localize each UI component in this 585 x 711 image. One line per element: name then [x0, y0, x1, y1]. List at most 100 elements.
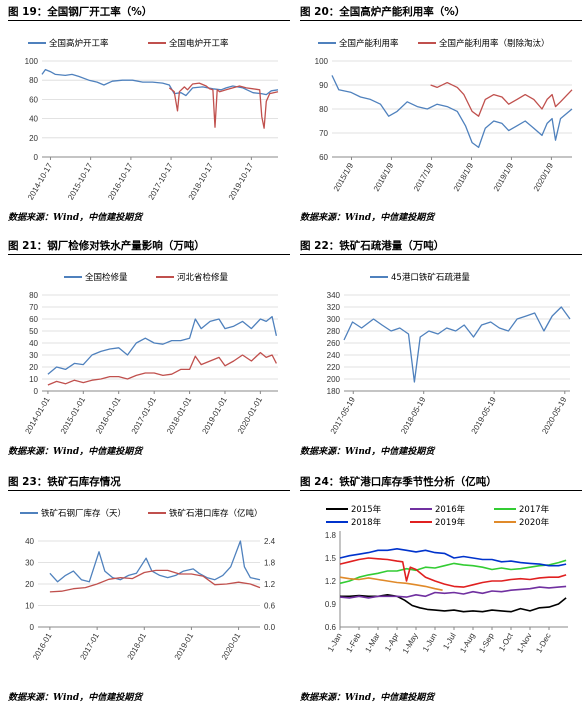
y-tick-label: 90: [319, 81, 328, 90]
y-tick-label: 10: [25, 602, 34, 611]
chart-blast-furnace-utilization: 全国产能利用率 全国产能利用率（剔除淘汰） 60 70 80 90 100 2015/1/9 2…: [315, 38, 573, 193]
x-tick-label: 2019-01-01: [200, 395, 229, 435]
y-tick-label: 280: [327, 327, 341, 336]
legend-label: 45港口铁矿石疏港量: [391, 272, 470, 283]
series-line: [339, 559, 567, 585]
x-tick-label: 2019-10-17: [227, 161, 256, 201]
y-tick-label: 60: [29, 315, 38, 324]
data-source: 数据来源：Wind，中信建投期货: [300, 693, 435, 703]
x-tick-label: 2019-01: [173, 631, 196, 661]
y-tick-label: 30: [25, 559, 34, 568]
y-tick-label: 60: [29, 95, 38, 104]
x-tick-label: 2019-05-19: [470, 395, 499, 435]
y-tick-label: 240: [327, 351, 341, 360]
y-tick-label: 20: [29, 134, 38, 143]
x-tick-label: 2020-01: [220, 631, 243, 661]
panel-iron-ore-inventory: 图 23：铁矿石库存情况 铁矿石钢厂库存（天） 铁矿石港口库存（亿吨） 0 10 20 3…: [8, 474, 290, 687]
series-line: [339, 547, 567, 567]
y2-tick-label: 0.6: [264, 602, 276, 611]
x-tick-label: 2017-01-01: [130, 395, 159, 435]
series-line: [339, 576, 443, 591]
y2-tick-label: 1.2: [264, 580, 276, 589]
y-tick-label: 320: [327, 303, 341, 312]
y-tick-label: 200: [327, 375, 341, 384]
y-tick-label: 30: [29, 351, 38, 360]
series-line: [168, 82, 279, 129]
x-tick-label: 2020/1/9: [532, 161, 556, 193]
panel-port-inventory-seasonality: 图 24：铁矿港口库存季节性分析（亿吨） 2015年 2016年 2017年 2018…: [300, 474, 582, 687]
chart-port-inventory-seasonality: 2015年 2016年 2017年 2018年 2019年 2020年 0.6 0.9 1.2 1…: [325, 504, 568, 655]
legend-label: 2016年: [435, 504, 466, 515]
panel-title: 图 20：全国高炉产能利用率（%）: [300, 4, 582, 21]
x-tick-label: 2018/1/9: [452, 161, 476, 193]
legend-label: 2018年: [351, 517, 382, 528]
series-line: [49, 540, 261, 583]
chart-port-outflow: 45港口铁矿石疏港量 180 200 220 240 260 280 300 320 340 201…: [327, 272, 571, 435]
y-tick-label: 20: [29, 363, 38, 372]
legend-label: 铁矿石钢厂库存（天）: [41, 508, 126, 519]
x-tick-label: 2016-01-01: [94, 395, 123, 435]
y-tick-label: 300: [327, 315, 341, 324]
y-tick-label: 1.5: [325, 554, 337, 563]
x-tick-label: 2017-01: [78, 631, 101, 661]
legend-label: 铁矿石港口库存（亿吨）: [169, 508, 263, 519]
series-line: [41, 68, 279, 97]
series-line: [430, 81, 573, 117]
y-tick-label: 220: [327, 363, 341, 372]
x-tick-label: 2016-10-17: [106, 161, 135, 201]
y2-tick-label: 0.0: [264, 623, 276, 632]
y-tick-label: 80: [319, 105, 328, 114]
y-tick-label: 1.8: [325, 531, 337, 540]
x-tick-label: 1-Aug: [458, 632, 476, 655]
legend-label: 2017年: [519, 504, 550, 515]
chart-iron-ore-inventory: 铁矿石钢厂库存（天） 铁矿石港口库存（亿吨） 0 10 20 30 40 0.0 0.6 1.2 1…: [20, 508, 276, 661]
y-tick-label: 180: [327, 387, 341, 396]
legend-label: 全国电炉开工率: [169, 38, 229, 49]
x-tick-label: 2018-01-01: [165, 395, 194, 435]
y-tick-label: 100: [315, 57, 329, 66]
y-tick-label: 40: [29, 339, 38, 348]
x-tick-label: 2019/1/9: [492, 161, 516, 193]
x-tick-label: 2018-05-19: [399, 395, 428, 435]
x-tick-label: 1-Oct: [497, 631, 515, 653]
y-tick-label: 0: [30, 623, 35, 632]
legend-label: 全国产能利用率（剔除淘汰）: [439, 38, 550, 49]
x-tick-label: 1-Feb: [344, 631, 363, 654]
series-line: [339, 557, 567, 588]
y-tick-label: 0: [34, 153, 39, 162]
x-tick-label: 1-Apr: [383, 631, 401, 653]
y-tick-label: 80: [29, 76, 38, 85]
panel-port-outflow: 图 22：铁矿石疏港量（万吨） 45港口铁矿石疏港量 180 200 220 240 26…: [300, 238, 582, 443]
y-tick-label: 10: [29, 375, 38, 384]
legend-label: 全国产能利用率: [339, 38, 399, 49]
x-tick-label: 1-Mar: [363, 631, 381, 654]
x-tick-label: 1-Dec: [534, 632, 552, 655]
x-tick-label: 2018-10-17: [187, 161, 216, 201]
panel-steel-mill-operating-rate: 图 19：全国钢厂开工率（%） 全国高炉开工率 全国电炉开工率 0 20 40 60 80 1…: [8, 4, 290, 209]
x-tick-label: 1-Jun: [421, 632, 439, 654]
panel-title: 图 24：铁矿港口库存季节性分析（亿吨）: [300, 474, 582, 491]
panel-blast-furnace-utilization: 图 20：全国高炉产能利用率（%） 全国产能利用率 全国产能利用率（剔除淘汰） 60…: [300, 4, 582, 209]
series-line: [47, 351, 277, 386]
panel-title: 图 22：铁矿石疏港量（万吨）: [300, 238, 582, 255]
x-tick-label: 2020-01-01: [236, 395, 265, 435]
y-tick-label: 40: [25, 537, 34, 546]
y2-tick-label: 2.4: [264, 537, 276, 546]
y-tick-label: 100: [25, 57, 39, 66]
x-tick-label: 2015-10-17: [66, 161, 95, 201]
y2-tick-label: 1.8: [264, 559, 276, 568]
legend-label: 全国高炉开工率: [49, 38, 109, 49]
x-tick-label: 2020-05-19: [540, 395, 569, 435]
x-tick-label: 1-Jul: [441, 631, 458, 651]
y-tick-label: 1.2: [325, 577, 337, 586]
y-tick-label: 70: [319, 129, 328, 138]
x-tick-label: 2014-10-17: [26, 161, 55, 201]
y-tick-label: 80: [29, 291, 38, 300]
x-tick-label: 1-Jan: [326, 632, 344, 654]
x-tick-label: 1-Nov: [515, 632, 533, 655]
chart-steel-mill-operating-rate: 全国高炉开工率 全国电炉开工率 0 20 40 60 80 100 2014-10-17 2015…: [25, 38, 279, 201]
data-source: 数据来源：Wind，中信建投期货: [300, 447, 435, 457]
panel-title: 图 19：全国钢厂开工率（%）: [8, 4, 290, 21]
y-tick-label: 40: [29, 115, 38, 124]
